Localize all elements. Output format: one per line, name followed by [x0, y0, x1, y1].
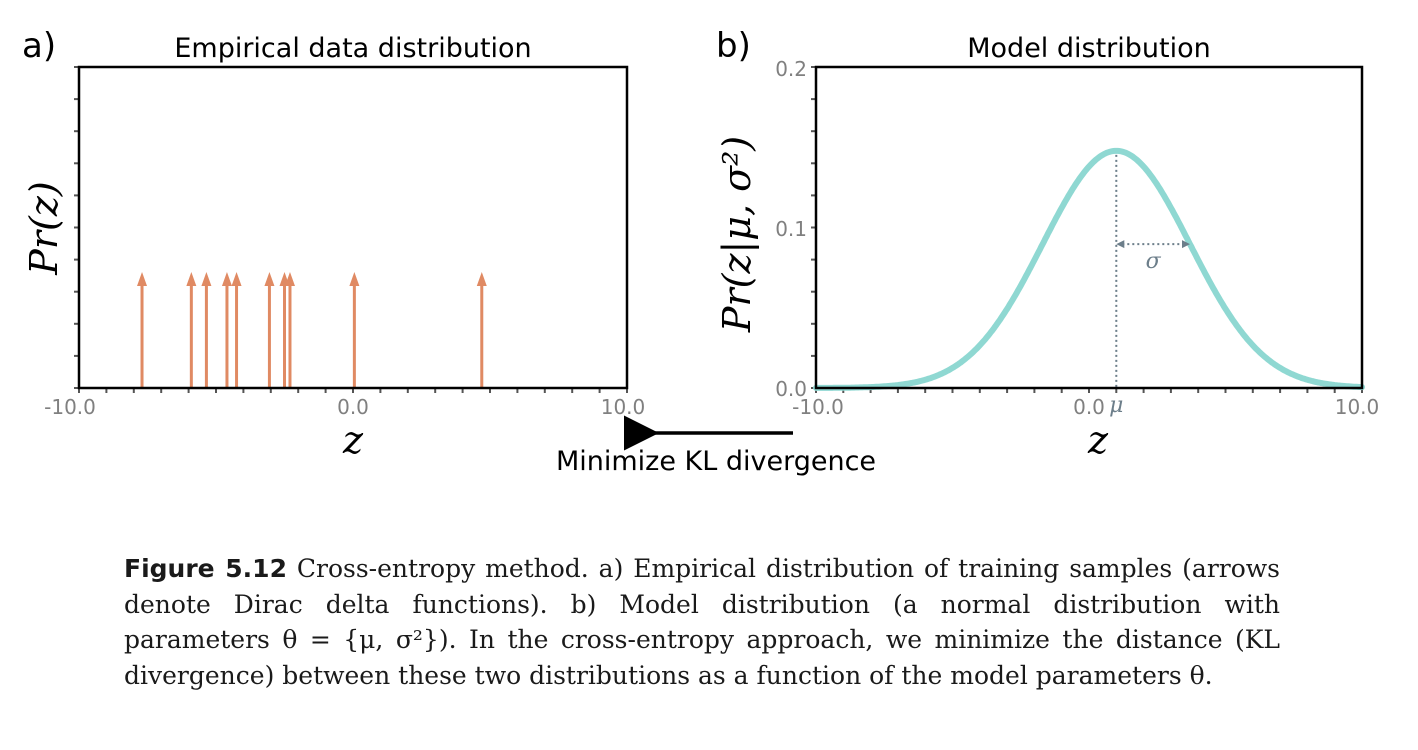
panel-a-xtick-zero: 0.0	[337, 395, 369, 419]
panel-b-title: Model distribution	[967, 33, 1211, 64]
dirac-arrow-head	[201, 272, 212, 286]
panel-a: a) Empirical data distribution -10.0 0.0…	[22, 26, 645, 462]
figure: a) Empirical data distribution -10.0 0.0…	[22, 26, 1379, 477]
panel-a-letter: a)	[22, 26, 56, 66]
panel-a-ticks	[74, 66, 628, 393]
panel-b-sigma-label: σ	[1146, 249, 1162, 274]
panel-a-xtick-max: 10.0	[601, 395, 646, 419]
dirac-arrow-head	[221, 272, 232, 286]
dirac-arrow-head	[264, 272, 275, 286]
panel-a-ylabel: Pr(z)	[22, 181, 66, 275]
panel-b: b) Model distribution σ μ 0.2 0.1 0.0 -1…	[715, 26, 1379, 462]
dirac-arrow-head	[284, 272, 295, 286]
panel-b-xtick-min: -10.0	[792, 395, 844, 419]
panel-b-xlabel: z	[1087, 418, 1109, 462]
caption-text: Cross-entropy method. a) Empirical distr…	[124, 554, 1280, 690]
caption-label: Figure 5.12	[124, 554, 287, 583]
panel-b-letter: b)	[716, 26, 751, 66]
panel-a-xlabel: z	[342, 418, 364, 462]
panel-b-xtick-zero: 0.0	[1073, 395, 1105, 419]
panel-b-mu-label: μ	[1109, 393, 1123, 418]
dirac-arrow-head	[349, 272, 360, 286]
panel-b-ytick-max: 0.2	[775, 57, 807, 81]
dirac-arrow-head	[137, 272, 148, 286]
dirac-arrow-head	[231, 272, 242, 286]
panel-b-ytick-min: 0.0	[775, 377, 807, 401]
dirac-arrow-head	[476, 272, 487, 286]
panel-b-ticks	[811, 66, 1363, 393]
panel-a-title: Empirical data distribution	[174, 33, 531, 64]
panel-b-ylabel: Pr(z|μ, σ²)	[715, 136, 759, 333]
kl-arrow-label: Minimize KL divergence	[556, 446, 876, 477]
panel-b-frame	[814, 65, 1364, 390]
panel-b-sigma-arrowhead-left	[1116, 240, 1125, 249]
panel-b-sigma-arrowhead-right	[1182, 240, 1191, 249]
panel-b-normal-curve	[813, 147, 1365, 391]
panel-b-ytick-mid: 0.1	[775, 217, 807, 241]
panel-a-frame	[77, 65, 629, 390]
panel-a-xtick-min: -10.0	[44, 395, 96, 419]
panel-a-arrows	[137, 272, 487, 388]
dirac-arrow-head	[186, 272, 197, 286]
panel-b-xtick-max: 10.0	[1335, 395, 1380, 419]
figure-caption: Figure 5.12 Cross-entropy method. a) Emp…	[124, 551, 1280, 693]
